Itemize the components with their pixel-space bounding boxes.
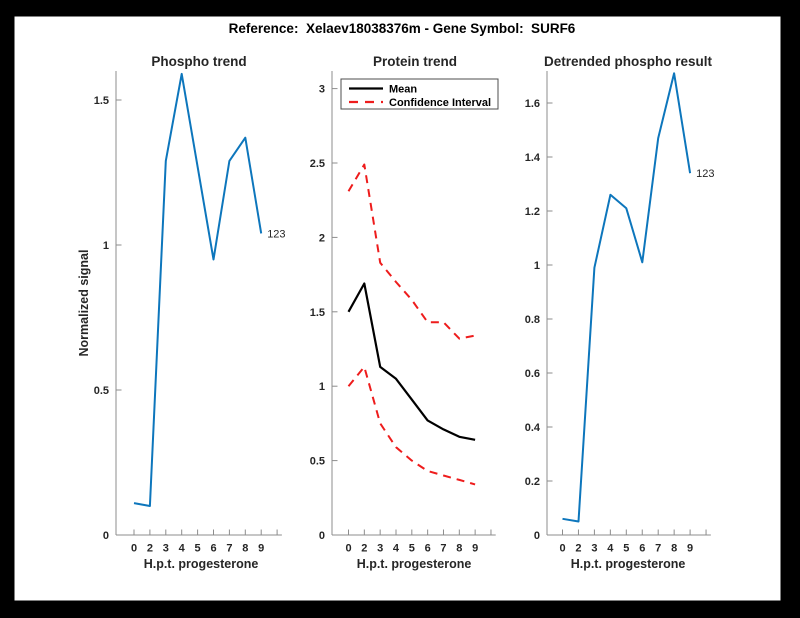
y-tick-label: 1.6 xyxy=(525,98,540,110)
x-tick-label: 4 xyxy=(607,543,614,555)
subplot-detrended-phospho: Detrended phospho result H.p.t. progeste… xyxy=(525,54,715,571)
x-tick-label: 9 xyxy=(258,543,264,555)
y-tick-label: 1 xyxy=(534,260,540,272)
x-tick-label: 4 xyxy=(179,543,186,555)
phospho-axes: 0 2 3 4 5 6 7 8 900.511.5 xyxy=(94,71,282,555)
x-tick-label: 6 xyxy=(639,543,645,555)
y-tick-label: 0.2 xyxy=(525,476,540,488)
subplot-phospho-trend: Phospho trend H.p.t. progesterone Normal… xyxy=(77,54,286,571)
detrended-title: Detrended phospho result xyxy=(544,54,713,69)
x-tick-label: 3 xyxy=(591,543,597,555)
y-tick-label: 0.4 xyxy=(525,422,541,434)
series-line-phospho-signal xyxy=(133,72,263,507)
x-tick-label: 7 xyxy=(226,543,232,555)
y-tick-label: 0.6 xyxy=(525,368,540,380)
x-tick-label: 2 xyxy=(361,543,367,555)
protein-axes: 0 2 3 4 5 6 7 8 900.511.522.53 xyxy=(310,71,496,555)
detrended-xlabel: H.p.t. progesterone xyxy=(571,557,686,571)
figure-canvas xyxy=(14,16,781,601)
x-tick-label: 2 xyxy=(147,543,153,555)
y-tick-label: 1.5 xyxy=(94,95,109,107)
y-tick-label: 1.4 xyxy=(525,152,541,164)
y-tick-label: 0.5 xyxy=(310,456,325,468)
y-tick-label: 1.2 xyxy=(525,206,540,218)
y-tick-label: 0.8 xyxy=(525,314,540,326)
x-tick-label: 5 xyxy=(409,543,415,555)
legend-ci-label: Confidence Interval xyxy=(389,97,491,109)
x-tick-label: 8 xyxy=(242,543,248,555)
phospho-end-annotation: 123 xyxy=(267,228,285,240)
x-tick-label: 6 xyxy=(210,543,216,555)
series-line-detrended-phospho xyxy=(562,72,692,523)
y-tick-label: 0 xyxy=(103,530,109,542)
x-tick-label: 0 xyxy=(345,543,351,555)
x-tick-label: 9 xyxy=(687,543,693,555)
y-tick-label: 0.5 xyxy=(94,385,109,397)
y-tick-label: 0 xyxy=(534,530,540,542)
series-line-confidence-interval xyxy=(347,365,476,486)
y-tick-label: 1 xyxy=(103,240,109,252)
detrended-end-annotation: 123 xyxy=(696,168,714,180)
legend: Mean Confidence Interval xyxy=(340,78,499,110)
x-tick-label: 0 xyxy=(559,543,565,555)
x-tick-label: 0 xyxy=(131,543,137,555)
figure-title: Reference: Xelaev18038376m - Gene Symbol… xyxy=(229,21,576,36)
phospho-xlabel: H.p.t. progesterone xyxy=(144,557,259,571)
phospho-ylabel: Normalized signal xyxy=(77,250,91,357)
y-tick-label: 2.5 xyxy=(310,158,325,170)
phospho-trend-title: Phospho trend xyxy=(151,54,246,69)
x-tick-label: 3 xyxy=(163,543,169,555)
detrended-axes: 0 2 3 4 5 6 7 8 900.20.40.60.811.21.41.6 xyxy=(525,71,711,555)
y-tick-label: 3 xyxy=(319,84,325,96)
x-tick-label: 9 xyxy=(472,543,478,555)
legend-box xyxy=(340,78,499,110)
protein-trend-title: Protein trend xyxy=(373,54,457,69)
x-tick-label: 7 xyxy=(440,543,446,555)
protein-xlabel: H.p.t. progesterone xyxy=(357,557,472,571)
x-tick-label: 2 xyxy=(575,543,581,555)
x-tick-label: 8 xyxy=(671,543,677,555)
x-tick-label: 5 xyxy=(195,543,201,555)
y-tick-label: 1.5 xyxy=(310,307,325,319)
x-tick-label: 4 xyxy=(393,543,400,555)
y-tick-label: 0 xyxy=(319,530,325,542)
y-tick-label: 1 xyxy=(319,381,325,393)
y-tick-label: 2 xyxy=(319,232,325,244)
x-tick-label: 8 xyxy=(456,543,462,555)
legend-mean-label: Mean xyxy=(389,84,417,96)
x-tick-label: 7 xyxy=(655,543,661,555)
x-tick-label: 5 xyxy=(623,543,629,555)
x-tick-label: 6 xyxy=(425,543,431,555)
series-line-mean xyxy=(347,282,476,441)
x-tick-label: 3 xyxy=(377,543,383,555)
